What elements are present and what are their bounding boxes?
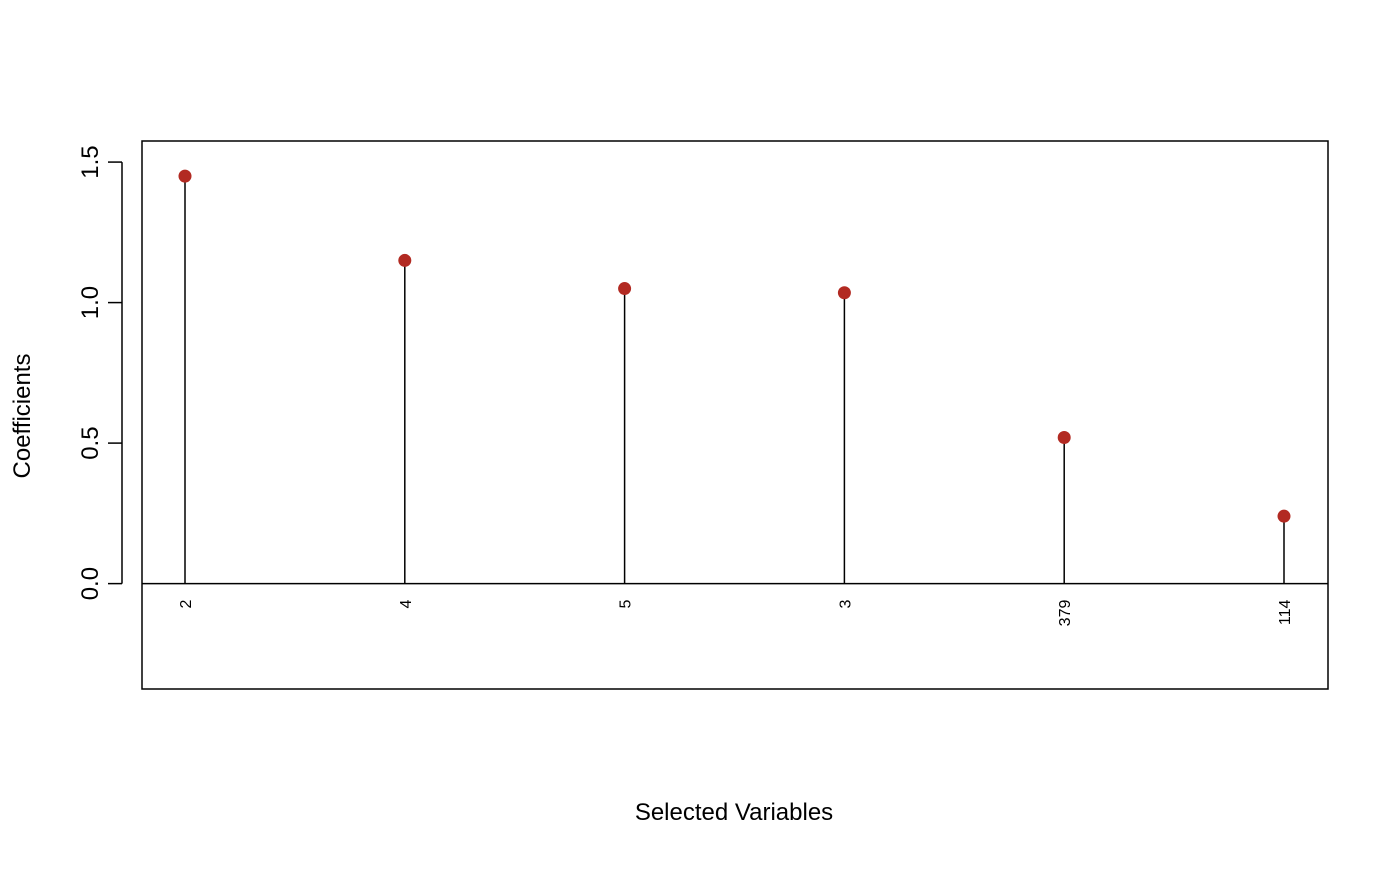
point-2 bbox=[178, 169, 192, 183]
point-4 bbox=[398, 253, 412, 267]
x-tick-label-2: 2 bbox=[178, 600, 195, 609]
point-3 bbox=[837, 286, 851, 300]
point-114 bbox=[1277, 509, 1291, 523]
point-379 bbox=[1057, 430, 1071, 444]
data-marks-layer bbox=[178, 169, 1291, 584]
y-tick-label: 0.5 bbox=[77, 426, 104, 459]
x-tick-label-379: 379 bbox=[1057, 600, 1074, 627]
plot-frame bbox=[141, 140, 1329, 690]
x-tick-label-3: 3 bbox=[837, 600, 854, 609]
y-axis-title: Coefficients bbox=[9, 354, 36, 479]
x-tick-label-5: 5 bbox=[618, 600, 635, 609]
plot-frame-layer bbox=[141, 140, 1329, 690]
x-tick-label-4: 4 bbox=[398, 600, 415, 609]
x-tick-label-114: 114 bbox=[1277, 600, 1294, 626]
y-tick-label: 0.0 bbox=[77, 567, 104, 600]
y-tick-label: 1.0 bbox=[77, 286, 104, 319]
labels-layer: Selected Variables Coefficients 2 4 5 3 379 1… bbox=[9, 354, 1294, 826]
y-tick-label: 1.5 bbox=[77, 145, 104, 178]
y-axis-layer: 0.0 0.5 1.0 1.5 bbox=[77, 145, 123, 600]
x-axis-title: Selected Variables bbox=[635, 799, 833, 826]
point-5 bbox=[618, 282, 632, 296]
